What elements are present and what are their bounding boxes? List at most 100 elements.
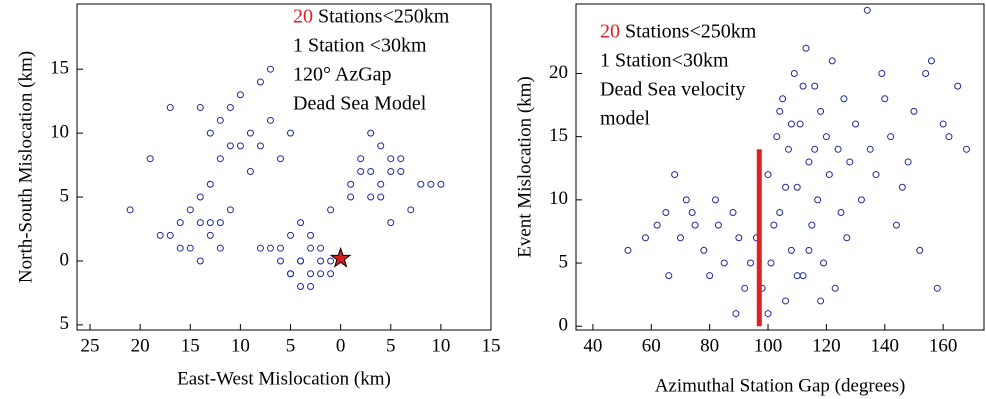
point <box>236 142 244 150</box>
point <box>417 180 425 188</box>
point <box>776 107 784 115</box>
point <box>317 257 325 265</box>
x-tick-label: 100 <box>754 335 783 356</box>
annotation: model <box>600 108 650 130</box>
point <box>799 272 807 280</box>
point <box>641 234 649 242</box>
y-tick-label: 5 <box>60 313 70 334</box>
point <box>216 116 224 124</box>
point <box>802 44 810 52</box>
point <box>773 133 781 141</box>
point <box>297 219 305 227</box>
point <box>387 219 395 227</box>
x-tick-label: 15 <box>181 335 200 356</box>
point <box>927 57 935 65</box>
point <box>226 142 234 150</box>
point <box>887 133 895 141</box>
x-tick-label: 120 <box>812 335 841 356</box>
annotation: Stations<250km <box>318 6 450 28</box>
point <box>256 78 264 86</box>
point <box>747 259 755 267</box>
point <box>793 272 801 280</box>
point <box>787 120 795 128</box>
point <box>720 259 728 267</box>
x-tick-label: 160 <box>929 335 958 356</box>
point <box>266 65 274 73</box>
x-tick-label: 10 <box>231 335 250 356</box>
point <box>846 158 854 166</box>
point <box>706 272 714 280</box>
point <box>712 196 720 204</box>
point <box>834 145 842 153</box>
y-tick-label: 0 <box>559 315 569 336</box>
point <box>714 221 722 229</box>
point <box>837 208 845 216</box>
point <box>256 142 264 150</box>
point <box>357 167 365 175</box>
y-tick-label: 15 <box>50 58 69 79</box>
point <box>840 95 848 103</box>
point <box>166 231 174 239</box>
point <box>764 171 772 179</box>
annotation: 1 Station<30km <box>600 50 729 72</box>
point <box>307 231 315 239</box>
y-tick-label: 5 <box>60 185 70 206</box>
point <box>814 196 822 204</box>
point <box>624 246 632 254</box>
x-tick-label: 0 <box>336 335 346 356</box>
point <box>377 180 385 188</box>
point <box>939 120 947 128</box>
x-axis-label: Azimuthal Station Gap (degrees) <box>655 375 906 396</box>
y-axis-label: Event Mislocation (km) <box>514 76 535 258</box>
x-tick-label: 40 <box>583 335 602 356</box>
point <box>817 297 825 305</box>
annotation-count: 20 <box>293 6 313 28</box>
point <box>796 120 804 128</box>
point <box>691 221 699 229</box>
point <box>226 104 234 112</box>
point <box>367 193 375 201</box>
y-tick-label: 5 <box>559 251 569 272</box>
point <box>246 129 254 137</box>
point <box>176 219 184 227</box>
point <box>892 221 900 229</box>
point <box>653 221 661 229</box>
point <box>863 6 871 14</box>
point <box>176 244 184 252</box>
annotation: Stations<250km <box>625 21 757 43</box>
point <box>729 208 737 216</box>
y-tick-label: 20 <box>549 62 568 83</box>
point <box>186 244 194 252</box>
y-tick-label: 0 <box>60 249 70 270</box>
point <box>297 283 305 291</box>
point <box>327 206 335 214</box>
point <box>790 69 798 77</box>
point <box>904 158 912 166</box>
point <box>327 270 335 278</box>
x-axis-label: East-West Mislocation (km) <box>177 368 391 389</box>
point <box>206 129 214 137</box>
point <box>688 208 696 216</box>
point <box>367 129 375 137</box>
point <box>186 206 194 214</box>
x-tick-label: 140 <box>871 335 900 356</box>
y-tick-label: 10 <box>50 121 69 142</box>
point <box>317 270 325 278</box>
point <box>216 155 224 163</box>
point <box>126 206 134 214</box>
point <box>933 284 941 292</box>
point <box>787 246 795 254</box>
x-tick-label: 5 <box>286 335 296 356</box>
point <box>367 167 375 175</box>
point <box>437 180 445 188</box>
y-tick-label: 15 <box>549 125 568 146</box>
point <box>779 95 787 103</box>
point <box>246 167 254 175</box>
point <box>226 206 234 214</box>
point <box>764 310 772 318</box>
x-tick-label: 60 <box>642 335 661 356</box>
point <box>811 145 819 153</box>
point <box>427 180 435 188</box>
point <box>799 82 807 90</box>
point <box>776 208 784 216</box>
